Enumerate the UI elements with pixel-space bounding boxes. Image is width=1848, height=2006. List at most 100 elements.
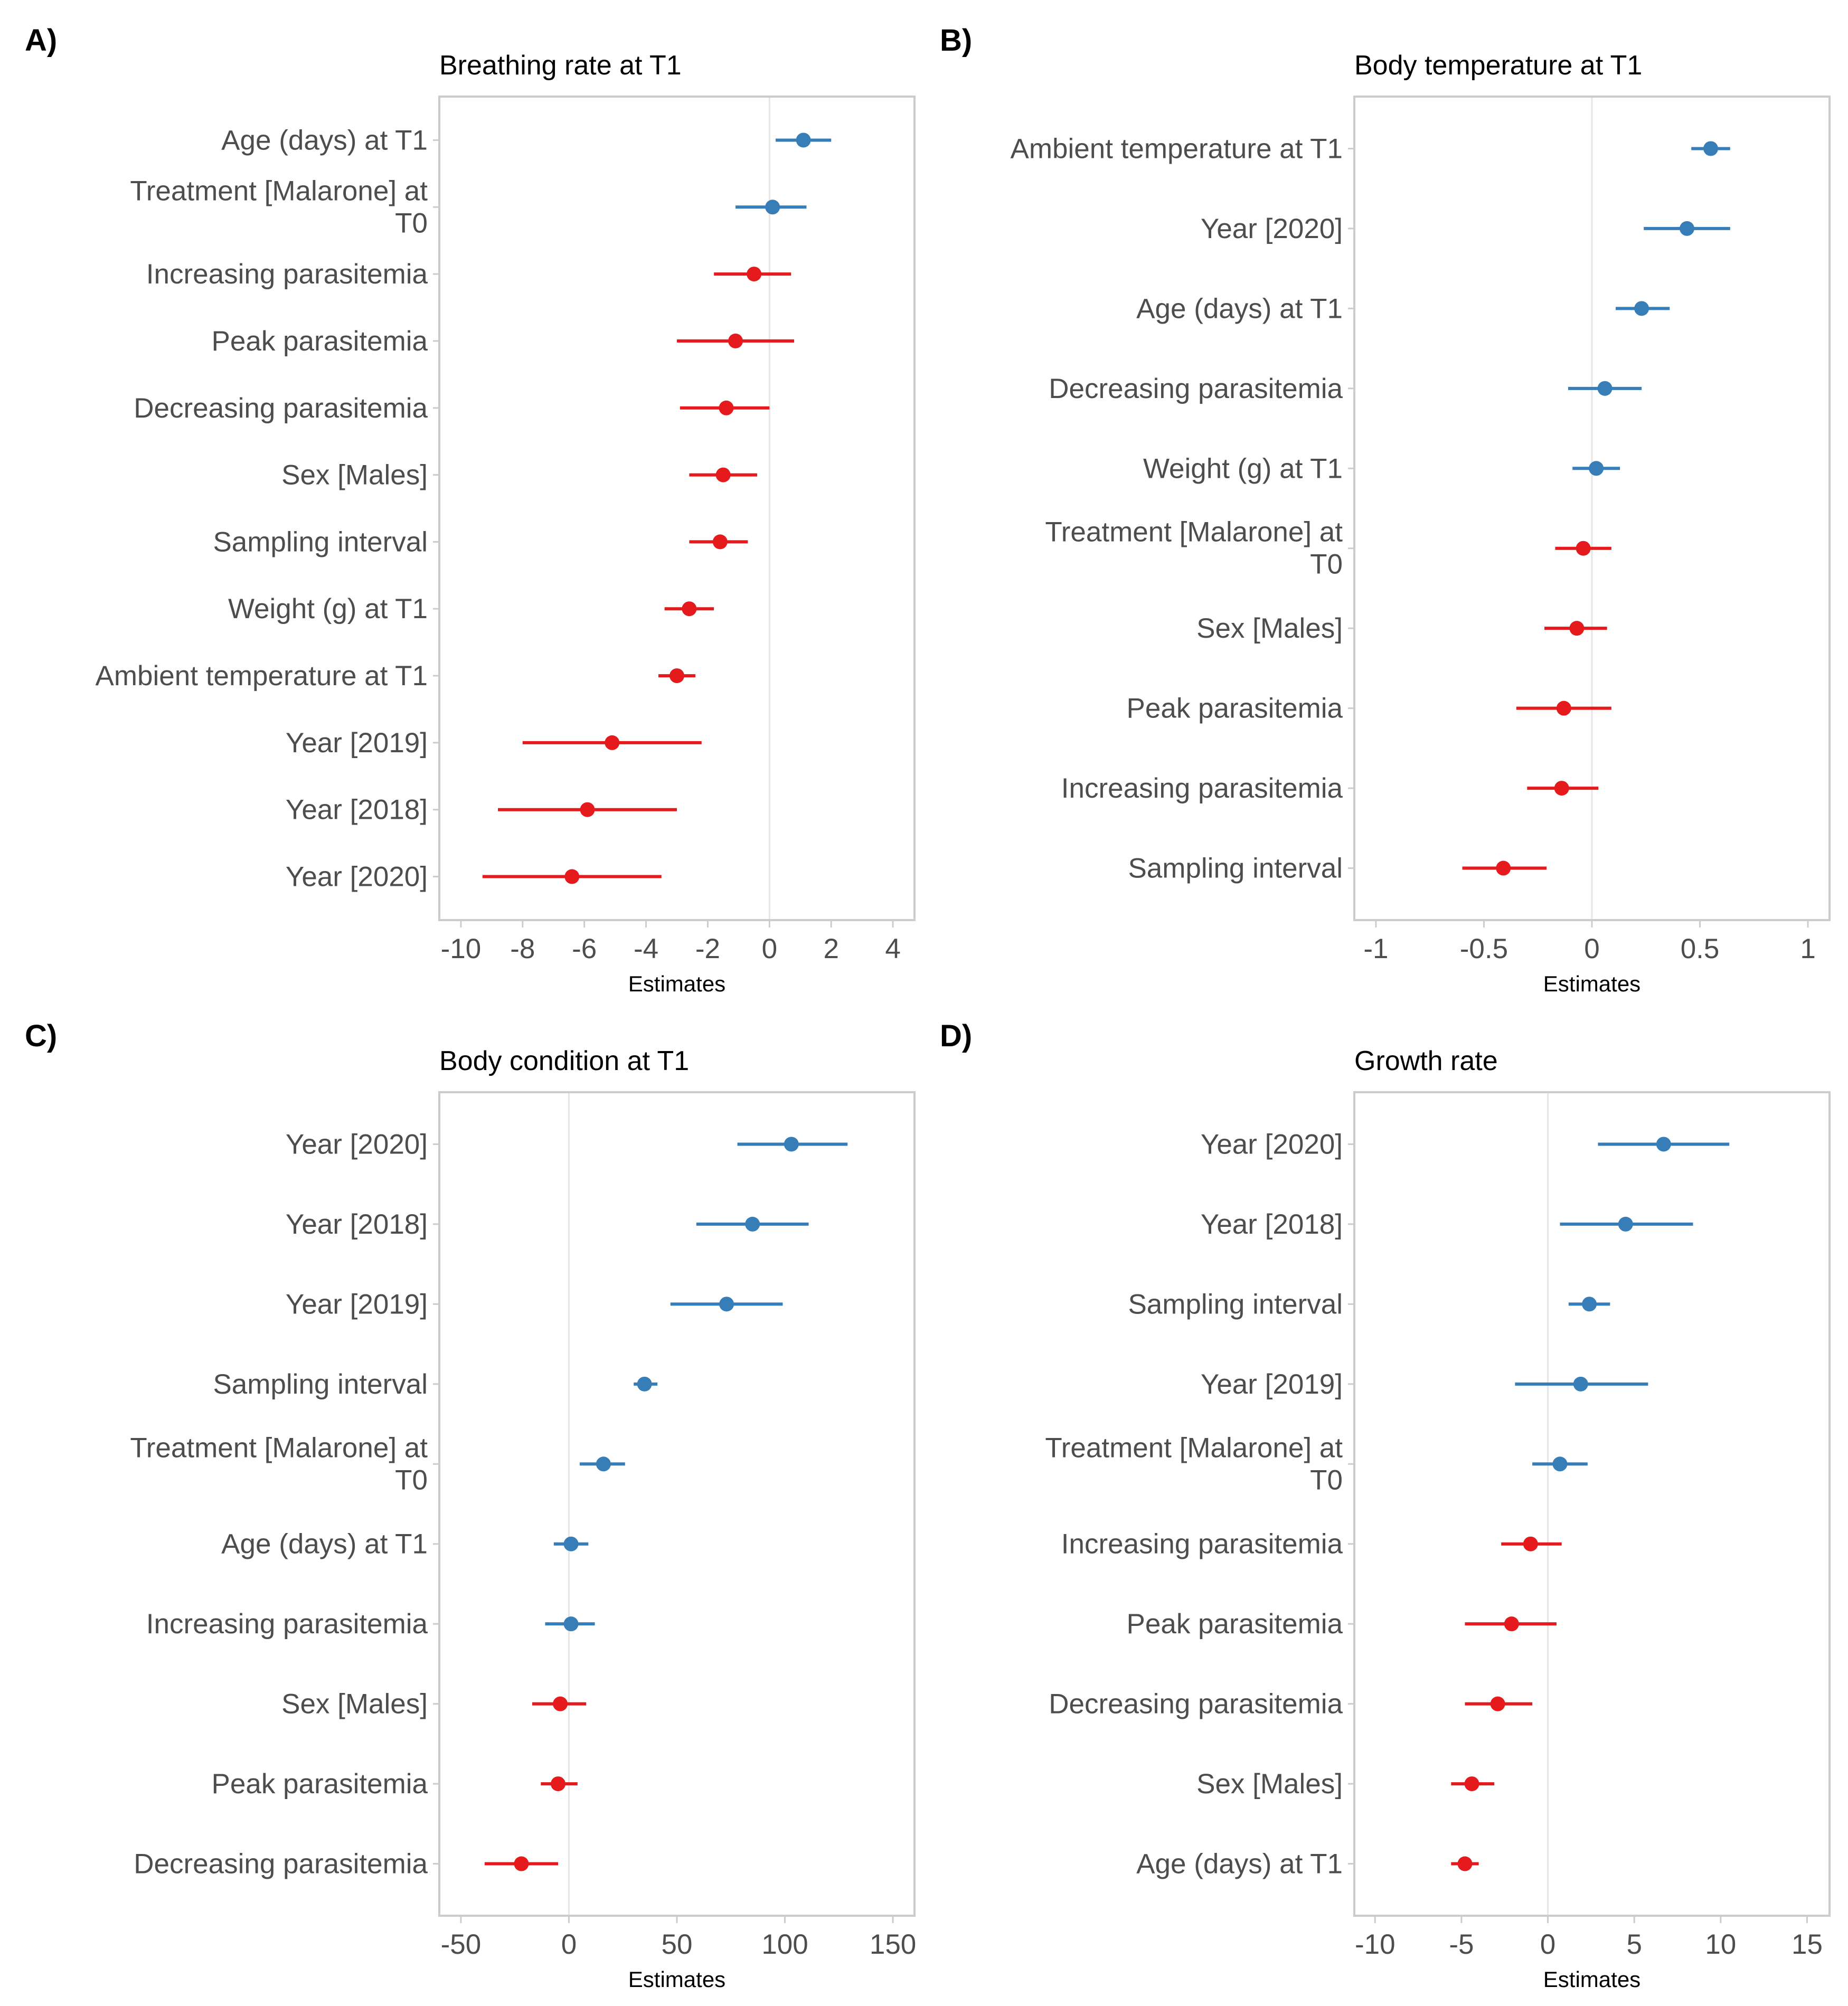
y-tick-label: Increasing parasitemia xyxy=(1061,773,1343,804)
x-tick-label: 0 xyxy=(762,933,777,964)
x-tick-label: 0 xyxy=(1540,1929,1555,1960)
x-tick-label: -10 xyxy=(1355,1929,1396,1960)
y-tick-label: Sex [Males] xyxy=(281,1689,428,1720)
estimate-point xyxy=(1703,141,1718,156)
y-tick-label: Treatment [Malarone] at xyxy=(1045,517,1343,548)
estimate-point xyxy=(1556,701,1571,716)
x-tick-label: 15 xyxy=(1792,1929,1823,1960)
y-tick-label: Peak parasitemia xyxy=(1127,1608,1343,1640)
estimate-point xyxy=(796,133,811,148)
y-tick-label: Sampling interval xyxy=(213,526,428,557)
estimate-point xyxy=(1490,1696,1505,1711)
x-tick-label: -50 xyxy=(441,1929,482,1960)
y-tick-label: Age (days) at T1 xyxy=(221,1529,428,1560)
y-tick-label: Peak parasitemia xyxy=(1127,693,1343,724)
y-tick-label: Age (days) at T1 xyxy=(221,125,428,156)
x-tick-label: 150 xyxy=(870,1929,916,1960)
y-tick-label: Treatment [Malarone] at xyxy=(130,175,428,206)
estimate-point xyxy=(551,1776,565,1792)
y-tick-label: Year [2020] xyxy=(286,862,428,893)
y-tick-label: Treatment [Malarone] at xyxy=(130,1432,428,1463)
x-tick-label: 1 xyxy=(1800,933,1815,964)
estimate-point xyxy=(553,1696,568,1711)
y-tick-label: Decreasing parasitemia xyxy=(134,393,428,424)
estimate-point xyxy=(1576,541,1591,556)
x-tick-label: 10 xyxy=(1705,1929,1736,1960)
estimate-point xyxy=(784,1137,799,1152)
estimate-point xyxy=(514,1856,529,1871)
estimate-point xyxy=(1618,1216,1633,1232)
y-tick-label: Year [2018] xyxy=(1201,1209,1343,1240)
estimate-point xyxy=(1464,1776,1479,1792)
y-tick-label: Decreasing parasitemia xyxy=(1049,1689,1343,1720)
panel-letter: B) xyxy=(940,23,972,58)
y-tick-label: Weight (g) at T1 xyxy=(1143,453,1343,484)
estimate-point xyxy=(1589,461,1604,476)
x-axis-title: Estimates xyxy=(1543,971,1640,996)
y-tick-label: Increasing parasitemia xyxy=(1061,1529,1343,1560)
panel-letter: D) xyxy=(940,1019,972,1053)
estimate-point xyxy=(1523,1536,1538,1551)
plot-frame xyxy=(438,1091,916,1917)
panel-a: A) Breathing rate at T1 -10 -8 -6 -4 -2 0 2 4 Esti… xyxy=(25,23,916,996)
estimate-point xyxy=(1554,781,1569,796)
x-axis-title: Estimates xyxy=(628,971,725,996)
estimate-point xyxy=(1582,1297,1597,1312)
estimate-point xyxy=(765,200,780,215)
x-axis-title: Estimates xyxy=(628,1967,725,1992)
x-tick-label: -8 xyxy=(510,933,535,964)
panel-letter: C) xyxy=(25,1019,57,1053)
estimate-point xyxy=(1656,1137,1671,1152)
y-tick-label: Sex [Males] xyxy=(281,460,428,491)
estimate-point xyxy=(1634,301,1649,316)
x-tick-label: -0.5 xyxy=(1460,933,1508,964)
y-tick-label: Decreasing parasitemia xyxy=(1049,373,1343,404)
y-tick-label: Weight (g) at T1 xyxy=(228,593,428,624)
estimate-point xyxy=(596,1456,611,1472)
y-tick-label: Increasing parasitemia xyxy=(146,259,428,290)
y-tick-label: Year [2018] xyxy=(286,1209,428,1240)
y-tick-label: Sampling interval xyxy=(213,1369,428,1400)
y-tick-label: Ambient temperature at T1 xyxy=(1011,133,1343,164)
estimate-point xyxy=(719,400,734,415)
estimate-point xyxy=(682,601,697,617)
panel-title: Body condition at T1 xyxy=(439,1046,689,1076)
y-tick-label: Age (days) at T1 xyxy=(1136,293,1343,324)
y-tick-label: Sex [Males] xyxy=(1196,1768,1343,1800)
estimate-point xyxy=(715,467,731,482)
panel-c: C) Body condition at T1 -50 0 50 100 150 Estima… xyxy=(25,1019,916,1992)
panel-title: Breathing rate at T1 xyxy=(439,50,682,81)
y-tick-label: T0 xyxy=(1310,1464,1343,1496)
estimate-point xyxy=(564,869,580,884)
x-tick-label: 0 xyxy=(1584,933,1599,964)
y-tick-label: Year [2018] xyxy=(286,794,428,826)
x-tick-label: -6 xyxy=(572,933,597,964)
estimate-point xyxy=(563,1616,579,1632)
y-tick-label: Age (days) at T1 xyxy=(1136,1849,1343,1880)
x-tick-label: -2 xyxy=(695,933,720,964)
y-tick-label: T0 xyxy=(395,1464,428,1496)
x-tick-label: 4 xyxy=(885,933,900,964)
estimate-point xyxy=(745,1216,760,1232)
x-tick-label: -5 xyxy=(1449,1929,1474,1960)
y-tick-label: Peak parasitemia xyxy=(212,1768,428,1800)
plot-frame xyxy=(1353,1091,1831,1917)
plot-frame xyxy=(438,96,916,921)
y-tick-label: T0 xyxy=(1310,549,1343,580)
y-tick-label: Ambient temperature at T1 xyxy=(96,660,428,692)
estimate-point xyxy=(1597,381,1613,396)
x-tick-label: 5 xyxy=(1626,1929,1642,1960)
y-tick-label: Decreasing parasitemia xyxy=(134,1849,428,1880)
estimate-point xyxy=(580,802,595,817)
panel-letter: A) xyxy=(25,23,57,58)
estimate-point xyxy=(719,1297,734,1312)
estimate-point xyxy=(563,1536,579,1551)
x-tick-label: 0.5 xyxy=(1681,933,1720,964)
estimate-point xyxy=(1457,1856,1473,1871)
x-tick-label: 2 xyxy=(823,933,838,964)
y-tick-label: Peak parasitemia xyxy=(212,326,428,357)
estimate-point xyxy=(670,668,684,684)
x-tick-label: 0 xyxy=(561,1929,577,1960)
estimate-point xyxy=(1552,1456,1568,1472)
